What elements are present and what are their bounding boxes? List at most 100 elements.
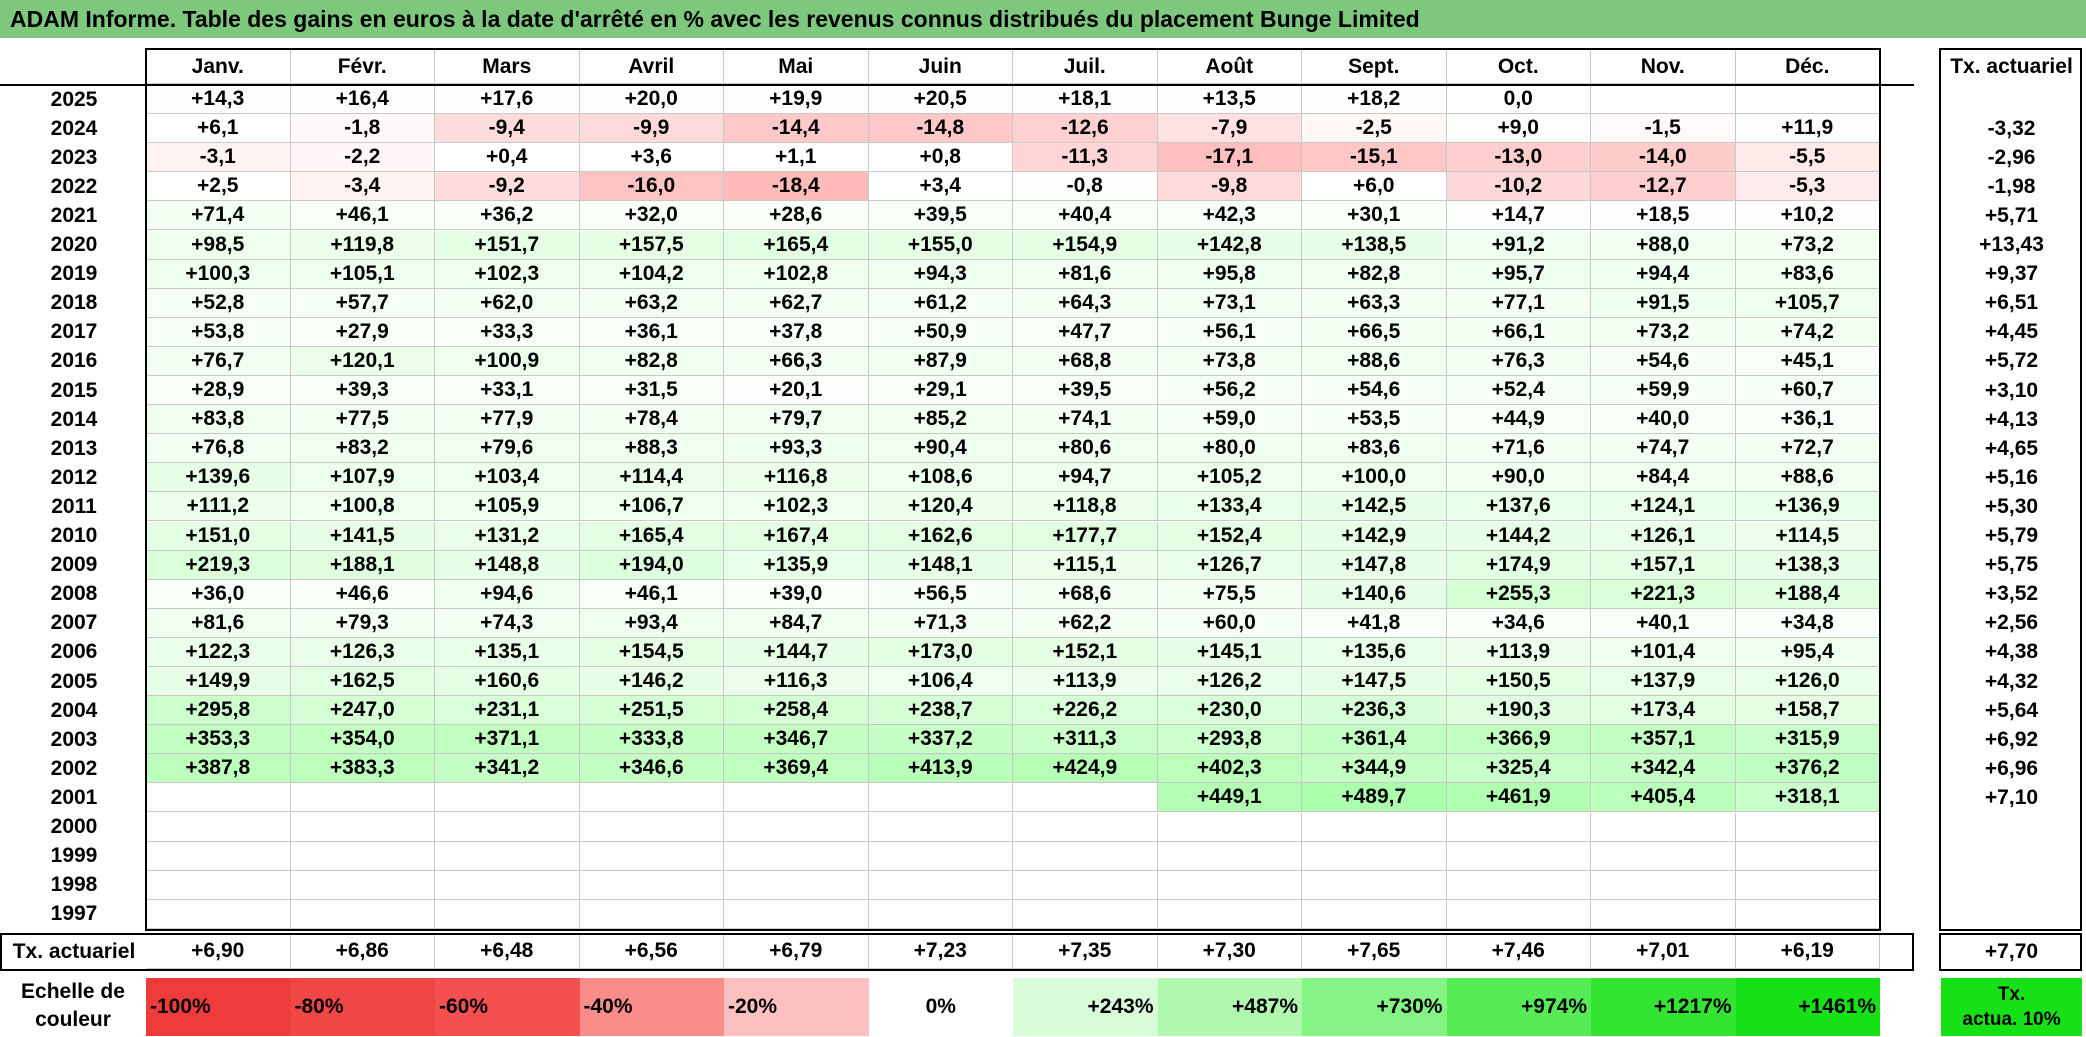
table-cell: +131,2 (435, 521, 580, 551)
table-cell (290, 899, 435, 929)
table-cell: -2,2 (290, 143, 435, 173)
row-actuarial-rate: +7,10 (1984, 785, 2039, 809)
table-cell: +59,9 (1591, 376, 1736, 406)
table-cell: +139,6 (146, 463, 291, 493)
row-actuarial-rate: +3,10 (1984, 378, 2039, 402)
table-cell: +231,1 (435, 696, 580, 726)
table-cell: +33,3 (435, 317, 580, 347)
actuarial-header: Tx. actuariel (1950, 55, 2073, 78)
table-cell: +137,9 (1591, 667, 1736, 697)
table-cell: +76,7 (146, 346, 291, 376)
table-cell: +19,9 (724, 85, 869, 115)
table-cell: +95,4 (1735, 637, 1880, 667)
table-cell: +33,1 (435, 376, 580, 406)
row-actuarial-rate: +9,37 (1984, 262, 2039, 286)
table-cell: +167,4 (724, 521, 869, 551)
footer-actuarial-cell: +7,01 (1591, 934, 1736, 969)
table-cell: +136,9 (1735, 492, 1880, 522)
year-label: 2005 (50, 669, 98, 693)
table-cell: +68,8 (1013, 346, 1158, 376)
table-cell: +34,8 (1735, 608, 1880, 638)
table-cell (1591, 899, 1736, 929)
table-cell: +100,0 (1302, 463, 1447, 493)
row-actuarial-rate: +5,64 (1984, 698, 2039, 722)
table-cell: -13,0 (1446, 143, 1591, 173)
table-cell: -9,2 (435, 172, 580, 202)
footer-actuarial-cell: +6,56 (579, 934, 724, 969)
row-actuarial-rate: +4,65 (1984, 436, 2039, 460)
table-cell (290, 870, 435, 900)
table-cell: +41,8 (1302, 608, 1447, 638)
table-cell: +18,1 (1013, 85, 1158, 115)
month-header: Sept. (1302, 50, 1447, 84)
row-actuarial-rate: +4,45 (1984, 320, 2039, 344)
table-cell: +73,2 (1735, 230, 1880, 260)
color-scale-swatch: 0% (868, 978, 1013, 1036)
table-cell: +383,3 (290, 754, 435, 784)
table-cell (1013, 783, 1158, 813)
table-cell: +36,1 (579, 317, 724, 347)
table-cell: +118,8 (1013, 492, 1158, 522)
table-cell: +93,3 (724, 434, 869, 464)
table-cell: +94,3 (868, 259, 1013, 289)
table-cell: +73,8 (1157, 346, 1302, 376)
footer-actuarial-cell: +7,35 (1013, 934, 1158, 969)
table-cell: +115,1 (1013, 550, 1158, 580)
table-cell: +238,7 (868, 696, 1013, 726)
row-actuarial-rate (1941, 871, 2082, 900)
table-cell: +152,4 (1157, 521, 1302, 551)
month-header: Avril (579, 50, 724, 84)
table-cell (1446, 899, 1591, 929)
table-cell: +34,6 (1446, 608, 1591, 638)
table-cell (868, 812, 1013, 842)
table-cell (435, 870, 580, 900)
table-cell: +74,1 (1013, 405, 1158, 435)
table-cell (1735, 870, 1880, 900)
table-cell: +105,2 (1157, 463, 1302, 493)
table-cell: +79,7 (724, 405, 869, 435)
table-cell: +101,4 (1591, 637, 1736, 667)
table-cell: +53,5 (1302, 405, 1447, 435)
year-label: 2022 (50, 174, 98, 198)
table-cell: +148,1 (868, 550, 1013, 580)
table-cell (1013, 841, 1158, 871)
table-cell (146, 783, 291, 813)
table-cell: +361,4 (1302, 725, 1447, 755)
table-cell: +79,6 (435, 434, 580, 464)
row-actuarial-rate: -2,96 (1987, 145, 2036, 169)
footer-label: Tx. actuariel (12, 939, 136, 963)
table-cell (1157, 812, 1302, 842)
row-actuarial-rate: +2,56 (1984, 611, 2039, 635)
table-cell: +90,0 (1446, 463, 1591, 493)
table-cell: +94,7 (1013, 463, 1158, 493)
row-actuarial-rate (1941, 900, 2082, 929)
table-cell: +88,6 (1735, 463, 1880, 493)
row-actuarial-rate: +5,71 (1984, 203, 2039, 227)
table-cell: +56,5 (868, 579, 1013, 609)
table-cell: +88,3 (579, 434, 724, 464)
table-cell: -2,5 (1302, 114, 1447, 144)
table-cell: +150,5 (1446, 667, 1591, 697)
table-cell: +341,2 (435, 754, 580, 784)
table-cell: +344,9 (1302, 754, 1447, 784)
table-cell: +105,9 (435, 492, 580, 522)
table-cell: +387,8 (146, 754, 291, 784)
table-cell: +106,7 (579, 492, 724, 522)
table-cell: +79,3 (290, 608, 435, 638)
color-scale-swatch: +1461% (1735, 978, 1880, 1036)
table-cell: +30,1 (1302, 201, 1447, 231)
table-cell (579, 812, 724, 842)
table-cell: -0,8 (1013, 172, 1158, 202)
table-cell: +295,8 (146, 696, 291, 726)
year-label: 2008 (50, 582, 98, 606)
table-cell (1302, 899, 1447, 929)
table-cell: +66,5 (1302, 317, 1447, 347)
actuarial-swatch-line2: actua. 10% (1962, 1009, 2061, 1030)
table-cell: +20,0 (579, 85, 724, 115)
table-cell: +489,7 (1302, 783, 1447, 813)
row-actuarial-rate: +5,79 (1984, 524, 2039, 548)
table-cell: +39,5 (868, 201, 1013, 231)
month-header: Janv. (146, 50, 291, 84)
table-cell (146, 812, 291, 842)
row-actuarial-rate: -1,98 (1987, 174, 2036, 198)
